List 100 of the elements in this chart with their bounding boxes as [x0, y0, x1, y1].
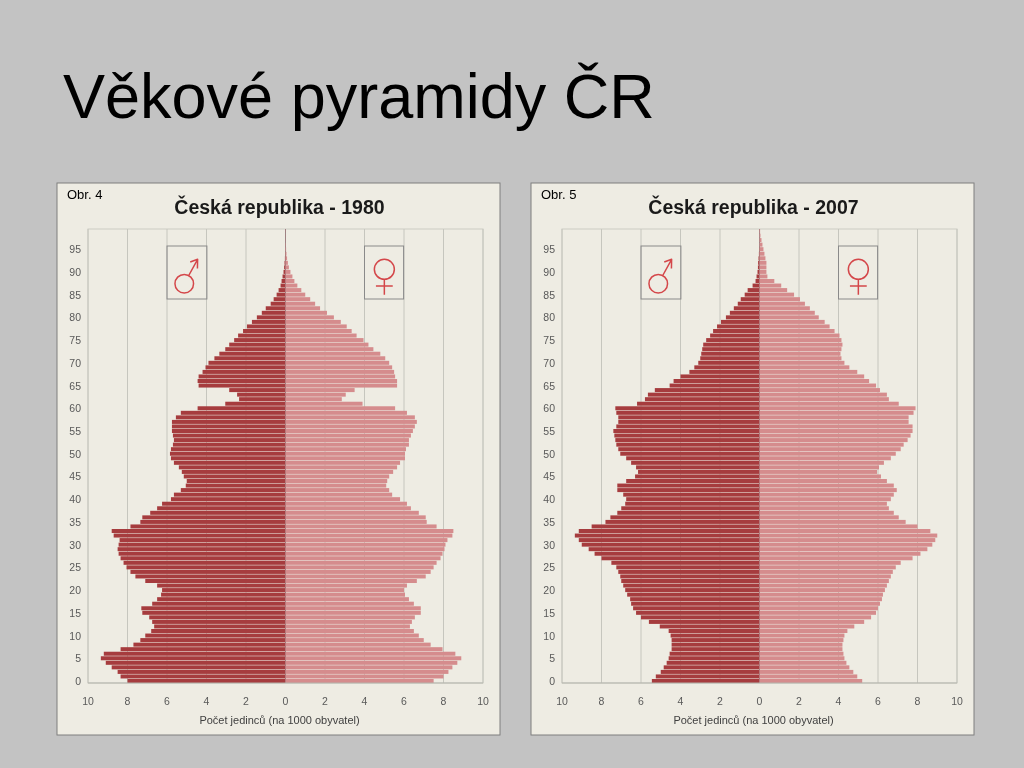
bar — [668, 656, 760, 661]
bar — [638, 469, 760, 474]
y-tick-label: 40 — [543, 493, 556, 506]
bar — [759, 588, 885, 593]
x-tick-label: 2 — [243, 695, 250, 707]
bar — [621, 506, 760, 511]
bar — [285, 369, 395, 374]
y-tick-label: 65 — [543, 379, 556, 392]
bar — [759, 410, 914, 415]
y-tick-label: 10 — [69, 629, 82, 642]
x-tick-label: 6 — [638, 695, 645, 707]
bar — [698, 360, 760, 365]
y-tick-label: 95 — [543, 243, 556, 256]
bar — [759, 592, 883, 597]
bar — [285, 619, 412, 624]
bar — [238, 333, 286, 338]
x-tick-label: 4 — [835, 695, 842, 707]
bar — [181, 469, 286, 474]
bar — [183, 474, 286, 479]
y-tick-label: 55 — [543, 425, 556, 437]
bar — [105, 660, 286, 665]
bar — [759, 642, 843, 647]
y-tick-label: 45 — [543, 470, 556, 483]
y-tick-label: 15 — [543, 606, 556, 619]
y-tick-label: 75 — [69, 334, 82, 347]
bar — [285, 438, 409, 443]
bar — [625, 588, 760, 593]
x-tick-label: 8 — [124, 695, 131, 707]
bar — [617, 488, 760, 493]
bar — [285, 465, 398, 470]
bar — [701, 351, 760, 356]
y-tick-label: 55 — [69, 425, 82, 437]
x-tick-label: 6 — [401, 695, 408, 707]
bar — [103, 651, 286, 656]
bar — [759, 660, 847, 665]
bar — [670, 633, 760, 638]
bar — [759, 538, 936, 543]
bar — [285, 301, 316, 306]
bar — [100, 656, 286, 661]
bar — [246, 324, 286, 329]
bar — [620, 451, 760, 456]
y-tick-label: 0 — [549, 675, 556, 687]
bar — [276, 292, 286, 297]
bar — [285, 288, 302, 293]
bar — [618, 419, 760, 424]
bar — [759, 338, 842, 343]
y-tick-label: 70 — [543, 356, 556, 369]
bar — [285, 556, 441, 561]
bar — [285, 474, 390, 479]
bar — [185, 483, 286, 488]
bar — [618, 447, 760, 452]
y-tick-label: 30 — [543, 538, 556, 551]
bar — [178, 465, 286, 470]
bar — [285, 483, 387, 488]
bar — [285, 415, 415, 420]
bar — [208, 360, 286, 365]
bar — [285, 665, 453, 670]
bar — [285, 374, 396, 379]
y-tick-label: 50 — [69, 447, 82, 460]
bar — [173, 438, 286, 443]
bar — [285, 456, 405, 461]
bar — [198, 383, 286, 388]
bar — [273, 297, 286, 302]
bar — [261, 310, 286, 315]
bar — [285, 283, 298, 288]
bar — [615, 438, 760, 443]
y-tick-label: 40 — [69, 493, 82, 506]
x-tick-label: 4 — [677, 695, 684, 707]
bar — [285, 292, 306, 297]
bar — [759, 647, 843, 652]
x-axis-title: Počet jedinců (na 1000 obyvatel) — [199, 714, 360, 726]
bar — [173, 460, 286, 465]
bar — [578, 538, 760, 543]
bar — [152, 619, 286, 624]
bar — [170, 447, 286, 452]
bar — [759, 419, 909, 424]
x-tick-label: 2 — [322, 695, 329, 707]
bar — [759, 597, 882, 602]
bar — [631, 601, 760, 606]
y-tick-label: 20 — [543, 584, 556, 597]
bar — [618, 415, 760, 420]
y-tick-label: 60 — [543, 402, 556, 415]
bar — [285, 656, 462, 661]
bar — [729, 310, 760, 315]
y-tick-label: 90 — [69, 265, 82, 278]
bar — [285, 542, 446, 547]
bar — [581, 542, 760, 547]
bar — [118, 542, 286, 547]
bar — [142, 610, 286, 615]
bar — [285, 469, 394, 474]
bar — [759, 483, 894, 488]
bar — [710, 333, 760, 338]
y-tick-label: 85 — [543, 288, 556, 301]
bar — [626, 497, 760, 502]
bar — [285, 551, 443, 556]
bar — [154, 624, 286, 629]
x-tick-label: 6 — [164, 695, 171, 707]
bar — [285, 424, 415, 429]
x-tick-label: 2 — [717, 695, 724, 707]
bar — [655, 674, 760, 679]
